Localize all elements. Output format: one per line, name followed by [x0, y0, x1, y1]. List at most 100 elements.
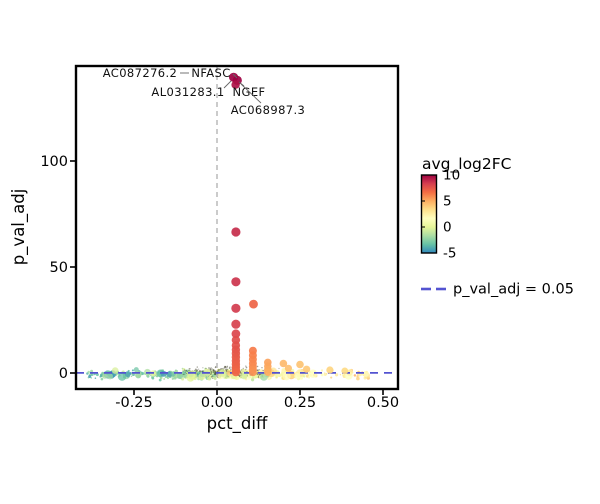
speckle-point	[262, 369, 264, 372]
speckle-point	[184, 371, 186, 373]
panel-border	[74, 64, 400, 391]
x-tick-label: 0.00	[201, 395, 233, 411]
medium-point	[102, 373, 108, 379]
data-point	[264, 368, 272, 377]
tiny-point	[207, 377, 211, 381]
tiny-point	[249, 375, 252, 378]
speckle-point	[212, 377, 214, 379]
tiny-point	[131, 369, 134, 372]
speckle-point	[182, 370, 184, 372]
colorbar-title: avg_log2FC	[422, 155, 512, 174]
tiny-point	[306, 373, 309, 376]
data-point	[279, 359, 288, 368]
colorbar	[420, 174, 438, 254]
y-tick-label: 100	[40, 154, 68, 170]
tiny-point	[302, 375, 306, 378]
speckle-point	[217, 370, 219, 373]
medium-point	[226, 370, 232, 376]
medium-point	[187, 371, 196, 380]
tiny-point	[99, 374, 103, 378]
speckle-point	[259, 374, 261, 376]
tiny-point	[95, 373, 99, 377]
speckle-point	[208, 367, 210, 369]
speckle-point	[278, 367, 280, 369]
tiny-point	[356, 376, 360, 381]
medium-point	[176, 372, 184, 379]
tiny-point	[182, 374, 186, 378]
speckle-point	[211, 375, 214, 377]
speckle-point	[213, 370, 216, 373]
gene-label: AC087276.2	[103, 66, 178, 80]
data-point	[296, 360, 304, 369]
tiny-point	[87, 370, 90, 374]
speckle-point	[196, 366, 198, 368]
tiny-point	[90, 377, 93, 379]
data-point	[231, 329, 241, 339]
speckle-point	[256, 371, 259, 374]
speckle-point	[210, 370, 213, 373]
tiny-point	[90, 369, 94, 373]
tiny-point	[325, 372, 328, 375]
data-point	[284, 364, 292, 372]
gene-label-connector	[223, 80, 232, 89]
speckle-point	[245, 366, 248, 369]
gene-label: AC068987.3	[231, 103, 306, 117]
tiny-point	[181, 377, 185, 381]
tiny-point	[163, 378, 166, 380]
speckle-point	[256, 365, 259, 368]
tiny-point	[303, 373, 307, 376]
speckle-point	[256, 373, 259, 375]
data-point	[303, 365, 311, 373]
speckle-point	[226, 365, 229, 368]
data-point	[231, 80, 240, 89]
colorbar-tick-label: -5	[443, 246, 456, 262]
tiny-point	[100, 377, 104, 381]
x-axis: -0.25 0.00 0.25 0.50	[115, 390, 399, 411]
speckle-point	[187, 371, 189, 373]
colorbar-ticks: 10 5 0 -5	[421, 168, 460, 262]
data-point	[341, 367, 349, 375]
data-point	[231, 319, 241, 329]
speckle-point	[210, 367, 212, 369]
data-point	[231, 227, 241, 237]
medium-point	[134, 370, 142, 378]
highlighted-points-layer	[229, 72, 349, 377]
speckle-point	[184, 369, 186, 371]
speckle-point	[257, 370, 259, 372]
speckle-point	[202, 367, 204, 369]
speckle-point	[226, 368, 229, 371]
speckle-point	[185, 369, 188, 372]
tiny-point	[307, 376, 311, 379]
speckle-point	[238, 375, 241, 378]
tiny-point	[213, 376, 217, 380]
data-point	[231, 303, 241, 313]
medium-point	[124, 371, 131, 378]
speckle-point	[196, 369, 199, 372]
speckle-point	[258, 369, 261, 371]
speckle-point	[230, 368, 232, 371]
data-point	[248, 368, 257, 377]
colorbar-tick-label: 0	[443, 220, 452, 236]
tiny-point	[173, 376, 177, 380]
y-axis-title: p_val_adj	[9, 189, 29, 266]
speckle-point	[261, 367, 263, 369]
speckle-point	[193, 369, 195, 371]
medium-point	[308, 369, 318, 378]
gene-label-connector	[232, 73, 238, 79]
tiny-point	[330, 376, 333, 379]
speckle-point	[198, 370, 201, 373]
medium-point	[240, 372, 248, 380]
speckle-point	[223, 366, 226, 369]
speckle-point	[211, 372, 213, 374]
tiny-point	[158, 378, 162, 382]
speckle-point	[210, 376, 213, 378]
speckle-point	[222, 367, 224, 369]
speckle-point	[211, 368, 213, 370]
speckle-point	[185, 373, 188, 375]
speckle-point	[257, 375, 260, 377]
gene-label: NFASC	[191, 66, 230, 80]
speckle-point	[194, 368, 197, 371]
tiny-point	[151, 376, 155, 380]
